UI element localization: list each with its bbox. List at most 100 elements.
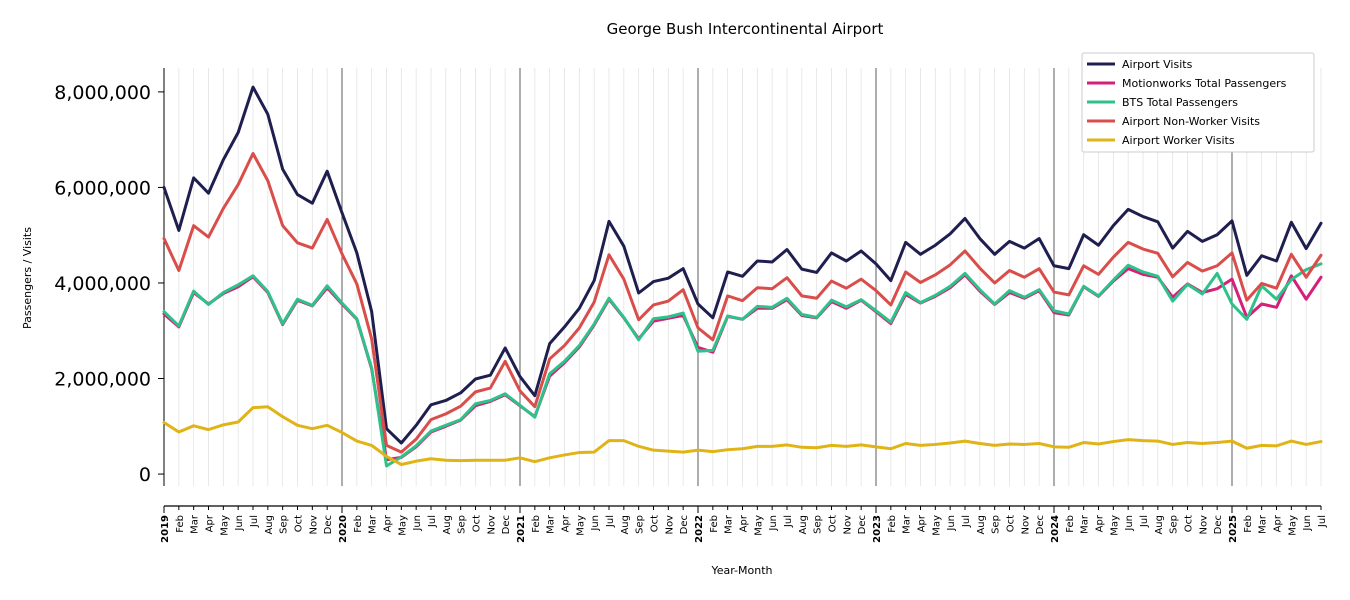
x-tick-label: May [219,515,230,536]
x-tick-label: Sep [1169,515,1180,534]
legend-entry: Motionworks Total Passengers [1122,77,1287,90]
x-tick-label: May [1109,515,1120,536]
x-tick-label: 2023 [872,515,883,543]
x-tick-label: Aug [620,515,631,535]
x-tick-label: Apr [917,514,928,532]
x-tick-label: Feb [1243,515,1254,533]
series-line-airport-non-worker-visits [162,152,1323,454]
x-tick-label: May [397,515,408,536]
y-tick-label: 6,000,000 [54,177,151,199]
x-tick-label: Feb [175,515,186,533]
x-tick-label: May [931,515,942,536]
x-tick-label: Oct [472,515,483,532]
x-tick-label: Feb [1065,515,1076,533]
y-axis-label: Passengers / Visits [21,227,34,329]
x-tick-label: Nov [486,515,497,535]
x-tick-label: Nov [308,515,319,535]
y-tick-label: 4,000,000 [54,273,151,295]
x-tick-label: Apr [739,514,750,532]
x-tick-label: Apr [205,514,216,532]
x-tick-label: Aug [1154,515,1165,535]
x-tick-label: Mar [368,514,379,534]
x-tick-label: Nov [1198,515,1209,535]
x-tick-label: 2024 [1050,515,1061,543]
x-tick-label: Apr [561,514,572,532]
legend-entry: Airport Visits [1122,58,1193,71]
x-tick-label: Jul [1317,515,1328,528]
x-tick-label: May [1287,515,1298,536]
x-axis-label: Year-Month [710,564,772,577]
x-tick-label: Sep [635,515,646,534]
series-line-bts-total-passengers [162,262,1323,468]
x-tick-label: Jul [427,515,438,528]
chart-title: George Bush Intercontinental Airport [607,20,884,38]
x-tick-label: Mar [902,514,913,534]
x-tick-label: Dec [501,515,512,534]
x-tick-label: Sep [457,515,468,534]
x-tick-label: Jun [1302,515,1313,532]
legend-entry: Airport Worker Visits [1122,134,1235,147]
x-tick-label: Dec [857,515,868,534]
y-tick-label: 2,000,000 [54,369,151,391]
y-tick-labels: 0 2,000,000 4,000,000 6,000,000 8,000,000 [54,82,151,486]
series-line-airport-visits [162,85,1323,445]
x-tick-label: Feb [353,515,364,533]
x-tick-label: Mar [190,514,201,534]
x-tick-label: 2021 [516,515,527,543]
x-tick-label: Mar [724,514,735,534]
x-tick-label: Dec [1035,515,1046,534]
x-tick-label: Mar [1080,514,1091,534]
x-tick-label: Jul [961,515,972,528]
x-tick-label: Sep [279,515,290,534]
x-tick-label: Mar [1258,514,1269,534]
x-tick-label: Aug [442,515,453,535]
x-tick-label: Oct [294,515,305,532]
x-tick-label: Oct [650,515,661,532]
x-tick-label: Jun [590,515,601,532]
series-line-airport-worker-visits [162,405,1323,466]
y-tick-label: 0 [139,464,151,486]
x-tick-label: Apr [383,514,394,532]
x-tick-label: Sep [813,515,824,534]
x-tick-label: Oct [1184,515,1195,532]
x-tick-label: Dec [679,515,690,534]
x-tick-label: May [753,515,764,536]
legend: Airport Visits Motionworks Total Passenge… [1081,52,1315,153]
x-tick-label: Jul [783,515,794,528]
x-tick-label: May [575,515,586,536]
x-tick-label: 2022 [694,515,705,543]
series-lines [162,85,1323,468]
x-tick-label: Jun [1124,515,1135,532]
x-tick-label: Apr [1095,514,1106,532]
x-tick-label: Aug [264,515,275,535]
x-tick-label: Jul [249,515,260,528]
x-tick-label: Feb [531,515,542,533]
x-tick-labels: 2019 Feb Mar Apr May Jun Jul Aug Sep Oct Nov Dec 202… [160,514,1328,543]
x-tick-label: Nov [842,515,853,535]
x-tick-label: Feb [709,515,720,533]
x-tick-label: Jun [412,515,423,532]
x-tick-label: Feb [887,515,898,533]
x-tick-label: Dec [323,515,334,534]
axes [158,68,1322,513]
x-tick-label: 2019 [160,515,171,543]
x-tick-label: Oct [1006,515,1017,532]
legend-box [1081,52,1315,153]
x-tick-label: Jun [234,515,245,532]
x-tick-label: 2025 [1228,515,1239,543]
x-tick-label: Aug [976,515,987,535]
x-tick-label: Jul [605,515,616,528]
x-tick-label: Oct [828,515,839,532]
x-tick-label: Apr [1273,514,1284,532]
x-tick-label: Sep [991,515,1002,534]
x-tick-label: Jun [768,515,779,532]
x-tick-label: Nov [1020,515,1031,535]
x-tick-label: 2020 [338,515,349,543]
x-tick-label: Jul [1139,515,1150,528]
x-tick-label: Mar [546,514,557,534]
x-tick-label: Aug [798,515,809,535]
y-tick-label: 8,000,000 [54,82,151,104]
x-tick-label: Jun [946,515,957,532]
